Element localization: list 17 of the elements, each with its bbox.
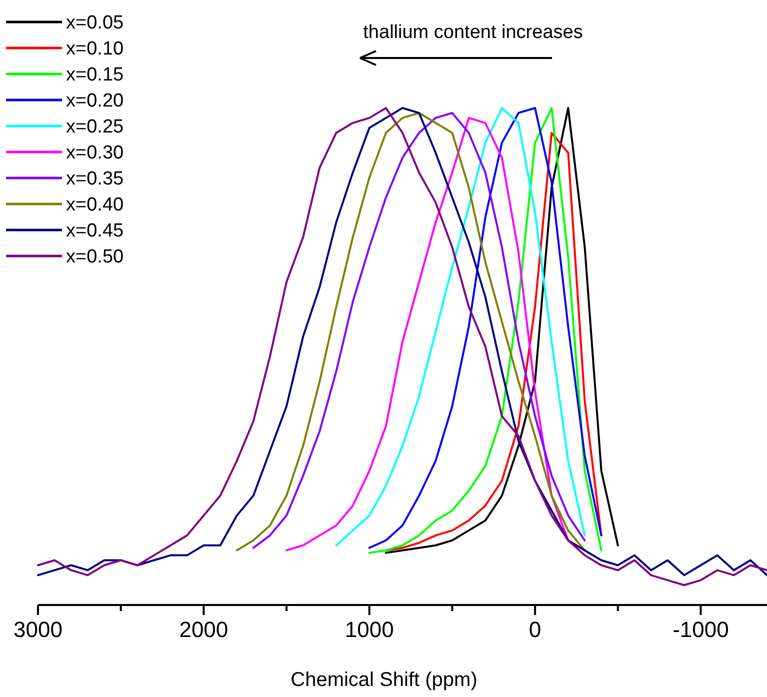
x-tick-label: -1000 <box>672 617 729 642</box>
x-tick-label: 2000 <box>179 617 228 642</box>
legend-label: x=0.10 <box>66 38 124 60</box>
x-tick-label: 0 <box>528 617 542 642</box>
x-axis-title: Chemical Shift (ppm) <box>290 669 478 691</box>
legend-label: x=0.20 <box>66 90 124 112</box>
legend-label: x=0.45 <box>66 220 124 242</box>
legend-label: x=0.30 <box>66 142 124 164</box>
legend-label: x=0.35 <box>66 168 124 190</box>
legend-label: x=0.40 <box>66 194 124 216</box>
legend-label: x=0.50 <box>66 246 124 268</box>
legend-label: x=0.15 <box>66 64 124 86</box>
text: thallium content increases <box>363 22 583 43</box>
x-tick-label: 3000 <box>14 617 62 642</box>
x-tick-label: 1000 <box>344 617 394 642</box>
legend-label: x=0.25 <box>66 116 124 138</box>
legend-label: x=0.05 <box>66 12 124 34</box>
